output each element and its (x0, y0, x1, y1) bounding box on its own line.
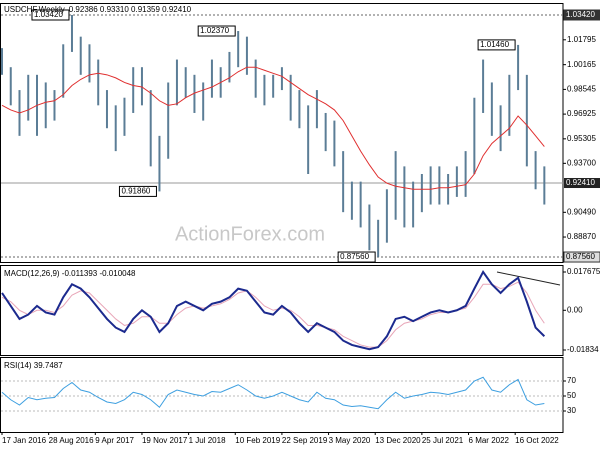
level-label: 0.87560 (566, 252, 595, 261)
panel-frame (0, 3, 564, 263)
annotation-label: 1.02370 (200, 26, 229, 35)
annotation-box (197, 25, 236, 37)
annotation-label: 1.01460 (480, 40, 509, 49)
annotation-box (118, 185, 157, 197)
x-tick-label: 22 Sep 2019 (282, 436, 328, 445)
x-tick-label: 28 Aug 2016 (49, 436, 94, 445)
level-box (563, 251, 600, 263)
y-tick-label: 0.98545 (567, 84, 596, 93)
y-tick-label: -0.01834 (567, 345, 599, 354)
y-tick-label: 0.88870 (567, 232, 596, 241)
last-price-label: 0.92410 (566, 178, 595, 187)
y-tick-label: 1.00165 (567, 60, 596, 69)
y-tick-label: 0.90490 (567, 207, 596, 216)
x-tick-label: 1 Jul 2018 (189, 436, 226, 445)
annotation-label: 1.03420 (34, 10, 63, 19)
chart-title: RSI(14) 39.7487 (4, 361, 63, 370)
x-tick-label: 19 Nov 2017 (142, 436, 188, 445)
x-tick-label: 25 Jul 2021 (422, 436, 464, 445)
x-tick-label: 9 Apr 2017 (95, 436, 134, 445)
x-tick-label: 17 Jan 2016 (2, 436, 47, 445)
x-tick-label: 10 Feb 2019 (235, 436, 280, 445)
watermark: ActionForex.com (175, 223, 325, 245)
y-tick-label: 0.96925 (567, 109, 596, 118)
x-tick-label: 16 Oct 2022 (515, 436, 559, 445)
x-tick-label: 6 Mar 2022 (469, 436, 510, 445)
last-price-box (564, 178, 600, 189)
trend-line (496, 271, 561, 286)
quote: 0.92386 0.93310 0.91359 0.92410 (69, 5, 192, 14)
indicator-line (1, 270, 546, 351)
y-tick-label: 70 (567, 376, 576, 385)
y-tick-label: 0.017675 (567, 267, 600, 276)
y-tick-label: 30 (567, 406, 576, 415)
y-tick-label: 50 (567, 391, 576, 400)
y-tick-label: 1.01795 (567, 35, 596, 44)
y-tick-label: 0.95305 (567, 134, 596, 143)
moving-average (1, 66, 545, 190)
indicator-line (1, 376, 545, 410)
chart-title: USDCHF,Weekly (4, 5, 65, 14)
annotation-box (477, 39, 516, 51)
annotation-label: 0.87560 (340, 252, 369, 261)
y-tick-label: 0.00 (567, 305, 583, 314)
x-tick-label: 13 Dec 2020 (375, 436, 421, 445)
chart-title: MACD(12,26,9) -0.011393 -0.010048 (4, 269, 136, 278)
annotation-box (337, 251, 376, 263)
annotation-box (31, 9, 70, 21)
level-label: 1.03420 (566, 10, 595, 19)
y-tick-label: 0.93700 (567, 158, 596, 167)
level-box (563, 9, 600, 21)
annotation-label: 0.91860 (121, 187, 150, 196)
x-tick-label: 3 May 2020 (329, 436, 371, 445)
